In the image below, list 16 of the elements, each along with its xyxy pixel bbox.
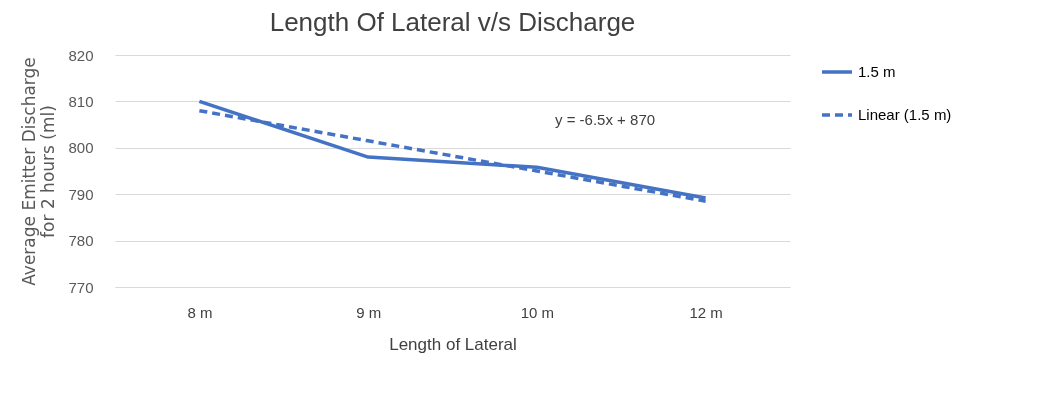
y-tick-label: 780 [68, 232, 94, 250]
x-tick-label: 8 m [187, 303, 213, 321]
chart-title: Length Of Lateral v/s Discharge [269, 7, 636, 37]
legend-label: 1.5 m [858, 63, 896, 80]
legend-label: Linear (1.5 m) [858, 106, 952, 123]
x-tick-label: 9 m [356, 303, 382, 321]
y-tick-label: 800 [68, 139, 94, 157]
x-axis-title: Length of Lateral [389, 334, 517, 354]
x-tick-label: 10 m [520, 303, 555, 321]
y-tick-label: 790 [68, 185, 94, 203]
y-tick-label: 770 [68, 278, 94, 296]
y-axis-title: Average Emitter Discharge for 2 hours (ml) [19, 57, 59, 286]
x-tick-label: 12 m [689, 303, 723, 321]
y-tick-label: 810 [68, 92, 94, 110]
annotation: y = -6.5x + 870 [555, 111, 656, 128]
y-tick-label: 820 [68, 46, 94, 64]
